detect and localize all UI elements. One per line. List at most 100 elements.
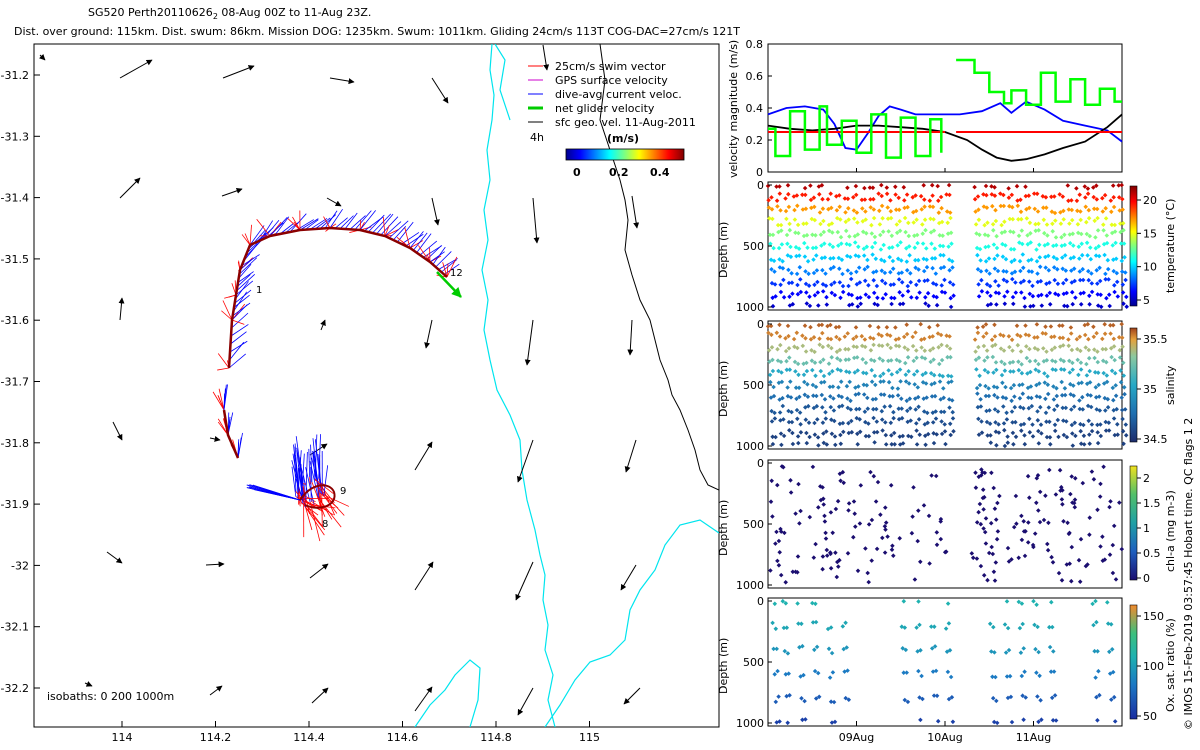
profile-point xyxy=(1013,290,1019,295)
profile-point xyxy=(975,391,980,396)
profile-point xyxy=(994,698,999,704)
profile-point xyxy=(981,573,987,578)
profile-point xyxy=(1013,280,1018,285)
profile-point xyxy=(1018,650,1024,655)
profile-point xyxy=(855,431,860,437)
dac-vector xyxy=(284,222,298,234)
profile-point xyxy=(1033,367,1038,372)
profile-point xyxy=(1080,277,1086,283)
profile-point xyxy=(942,290,948,295)
profile-point xyxy=(999,372,1005,378)
profile-point xyxy=(855,368,860,373)
colorbar-tick-label: 0.5 xyxy=(1143,547,1161,560)
sfc-geo-arrow xyxy=(620,564,637,591)
profile-point xyxy=(780,403,786,409)
profile-point xyxy=(1084,219,1089,225)
legend-scale-label: 4h xyxy=(530,131,544,144)
profile-point xyxy=(902,215,908,221)
profile-point xyxy=(1095,718,1100,723)
profile-point xyxy=(819,380,824,385)
profile-point xyxy=(1031,303,1036,309)
profile-point xyxy=(1089,469,1095,474)
profile-point xyxy=(1045,547,1051,553)
profile-point xyxy=(1097,408,1103,413)
profile-point xyxy=(995,529,1001,534)
sfc-geo-arrow xyxy=(627,319,634,356)
profile-point xyxy=(906,381,912,386)
profile-point xyxy=(820,420,826,425)
swim-vector xyxy=(319,499,342,528)
swim-vector xyxy=(218,396,225,411)
dac-vector xyxy=(237,442,239,459)
profile-point xyxy=(927,325,932,330)
profile-point xyxy=(1030,434,1036,439)
profile-point xyxy=(998,346,1004,351)
profile-point xyxy=(881,242,886,248)
profile-point xyxy=(1078,209,1083,214)
profile-point xyxy=(832,434,838,439)
profile-point xyxy=(1079,252,1085,258)
profile-point xyxy=(840,283,846,289)
profile-point xyxy=(973,209,978,214)
profile-y-tick-label: 500 xyxy=(743,240,764,253)
profile-point xyxy=(766,197,771,203)
profile-point xyxy=(1044,205,1049,210)
dac-vector xyxy=(300,464,305,498)
profile-point xyxy=(931,440,937,446)
profile-point xyxy=(982,529,988,535)
profile-point xyxy=(1086,215,1092,221)
dac-vector xyxy=(312,450,316,481)
profile-point xyxy=(1077,256,1082,261)
profile-point xyxy=(1001,421,1007,426)
profile-point xyxy=(900,646,905,651)
profile-point xyxy=(1050,229,1055,234)
dac-vector xyxy=(223,384,227,411)
profile-point xyxy=(983,244,988,250)
profile-point xyxy=(1078,421,1083,427)
profile-point xyxy=(943,549,949,554)
profile-point xyxy=(1094,183,1099,188)
swim-vector xyxy=(224,294,237,299)
profile-point xyxy=(1027,430,1033,435)
profile-point xyxy=(1027,416,1032,422)
profile-point xyxy=(840,624,846,629)
profile-point xyxy=(780,266,786,271)
profile-point xyxy=(1061,291,1067,297)
profile-point xyxy=(1036,361,1041,367)
dac-vector xyxy=(233,291,248,312)
profile-point xyxy=(863,292,869,297)
profile-point xyxy=(1084,361,1089,367)
profile-point xyxy=(902,205,907,211)
map-y-tick-label: -31.6 xyxy=(1,314,29,327)
profile-point xyxy=(811,555,817,560)
profile-point xyxy=(1022,433,1027,438)
profile-point xyxy=(980,487,986,492)
profile-point xyxy=(938,332,944,338)
profile-point xyxy=(1072,278,1077,284)
profile-point xyxy=(919,337,924,342)
profile-point xyxy=(1097,278,1103,284)
profile-point xyxy=(839,394,845,400)
profile-point xyxy=(896,336,902,341)
profile-point xyxy=(1112,222,1118,228)
profile-point xyxy=(948,354,953,360)
profile-point xyxy=(1095,370,1101,375)
profile-point xyxy=(788,379,793,384)
profile-point xyxy=(937,243,943,249)
profile-point xyxy=(905,347,911,352)
profile-point xyxy=(984,408,989,414)
dac-vector xyxy=(248,486,301,501)
profile-point xyxy=(1078,441,1084,446)
profile-point xyxy=(914,348,919,353)
profile-point xyxy=(838,295,843,301)
profile-point xyxy=(863,209,868,214)
profile-point xyxy=(777,257,782,262)
dac-vector xyxy=(344,212,358,230)
profile-point xyxy=(830,384,836,389)
profile-point xyxy=(864,231,869,236)
profile-point xyxy=(853,385,858,390)
profile-point xyxy=(886,368,891,373)
profile-point xyxy=(877,356,882,361)
profile-point xyxy=(1065,520,1070,526)
profile-point xyxy=(1096,382,1101,388)
